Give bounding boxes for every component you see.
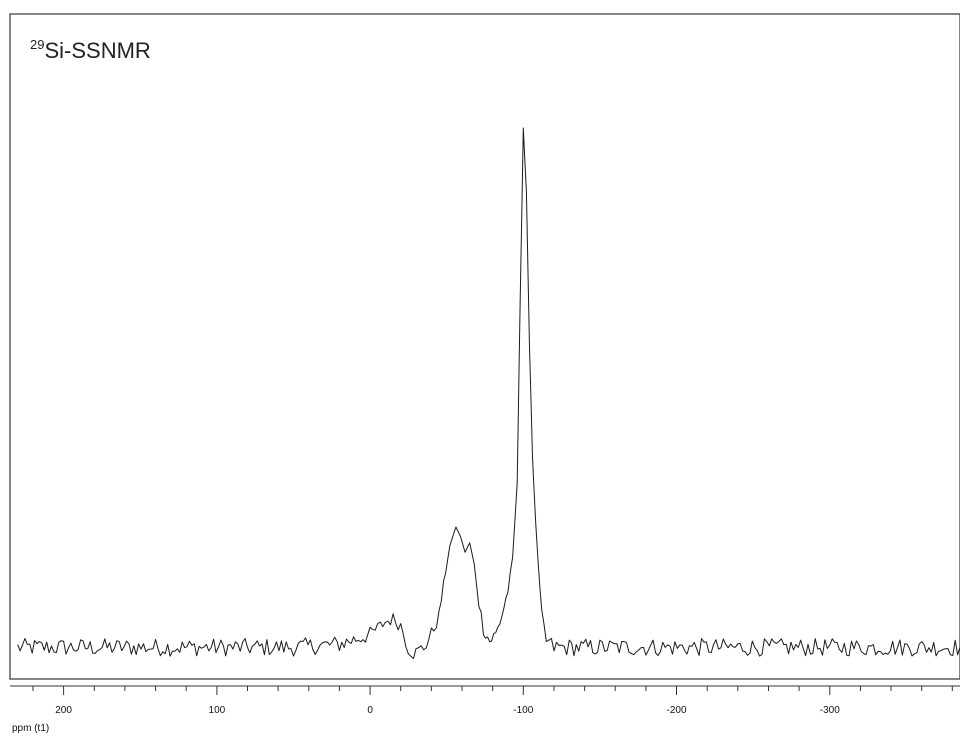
x-axis-tick-labels: 200 100 0 -100 -200 -300 [55, 705, 840, 716]
chart-title: 29Si-SSNMR [30, 37, 151, 63]
plot-frame [9, 13, 960, 680]
x-tick-label: 0 [367, 705, 373, 716]
x-tick-label: -100 [513, 705, 533, 716]
x-axis-ticks [32, 686, 953, 695]
chart-title-text: Si-SSNMR [44, 38, 150, 63]
x-tick-label: 200 [55, 705, 72, 716]
chart-title-superscript: 29 [30, 37, 44, 52]
x-tick-label: -300 [820, 705, 840, 716]
x-tick-label: -200 [666, 705, 686, 716]
x-tick-label: 100 [209, 705, 226, 716]
x-axis-label: ppm (t1) [12, 723, 49, 734]
spectrum-line [17, 127, 960, 659]
